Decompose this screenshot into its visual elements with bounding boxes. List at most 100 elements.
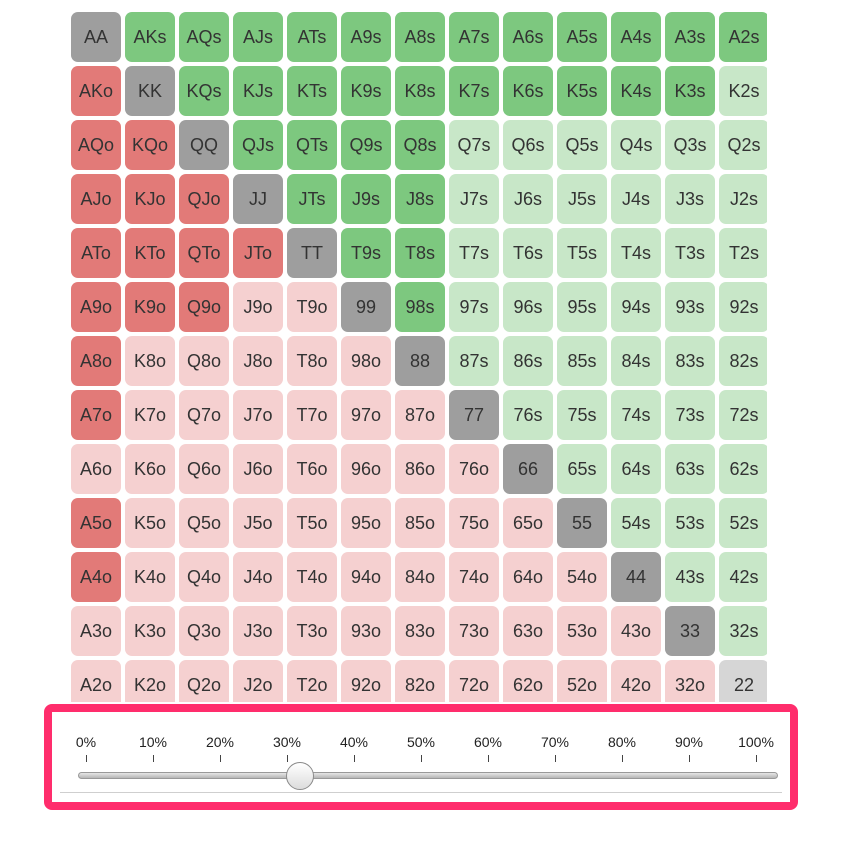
hand-cell-A3s[interactable]: A3s <box>665 12 715 62</box>
hand-cell-62s[interactable]: 62s <box>719 444 767 494</box>
hand-cell-54o[interactable]: 54o <box>557 552 607 602</box>
hand-cell-KQo[interactable]: KQo <box>125 120 175 170</box>
hand-cell-A7s[interactable]: A7s <box>449 12 499 62</box>
hand-cell-94o[interactable]: 94o <box>341 552 391 602</box>
hand-cell-Q5s[interactable]: Q5s <box>557 120 607 170</box>
hand-cell-T8s[interactable]: T8s <box>395 228 445 278</box>
hand-cell-KTs[interactable]: KTs <box>287 66 337 116</box>
hand-cell-AKs[interactable]: AKs <box>125 12 175 62</box>
hand-cell-53o[interactable]: 53o <box>557 606 607 656</box>
hand-cell-ATo[interactable]: ATo <box>71 228 121 278</box>
hand-cell-Q5o[interactable]: Q5o <box>179 498 229 548</box>
hand-cell-42s[interactable]: 42s <box>719 552 767 602</box>
hand-cell-A6o[interactable]: A6o <box>71 444 121 494</box>
hand-cell-K7s[interactable]: K7s <box>449 66 499 116</box>
hand-cell-A5s[interactable]: A5s <box>557 12 607 62</box>
hand-cell-J5o[interactable]: J5o <box>233 498 283 548</box>
hand-cell-AKo[interactable]: AKo <box>71 66 121 116</box>
hand-cell-65s[interactable]: 65s <box>557 444 607 494</box>
hand-cell-87s[interactable]: 87s <box>449 336 499 386</box>
hand-cell-99[interactable]: 99 <box>341 282 391 332</box>
hand-cell-95o[interactable]: 95o <box>341 498 391 548</box>
hand-cell-K9s[interactable]: K9s <box>341 66 391 116</box>
hand-cell-66[interactable]: 66 <box>503 444 553 494</box>
hand-cell-J3o[interactable]: J3o <box>233 606 283 656</box>
hand-cell-K8o[interactable]: K8o <box>125 336 175 386</box>
hand-cell-J7s[interactable]: J7s <box>449 174 499 224</box>
range-slider-thumb[interactable] <box>286 762 315 790</box>
hand-cell-64s[interactable]: 64s <box>611 444 661 494</box>
hand-cell-A3o[interactable]: A3o <box>71 606 121 656</box>
hand-cell-A6s[interactable]: A6s <box>503 12 553 62</box>
hand-cell-96s[interactable]: 96s <box>503 282 553 332</box>
hand-cell-63s[interactable]: 63s <box>665 444 715 494</box>
hand-cell-Q9s[interactable]: Q9s <box>341 120 391 170</box>
hand-cell-A7o[interactable]: A7o <box>71 390 121 440</box>
hand-cell-A5o[interactable]: A5o <box>71 498 121 548</box>
hand-cell-T5s[interactable]: T5s <box>557 228 607 278</box>
hand-cell-85s[interactable]: 85s <box>557 336 607 386</box>
hand-cell-76o[interactable]: 76o <box>449 444 499 494</box>
hand-cell-95s[interactable]: 95s <box>557 282 607 332</box>
hand-cell-Q6s[interactable]: Q6s <box>503 120 553 170</box>
hand-cell-62o[interactable]: 62o <box>503 660 553 702</box>
hand-cell-J3s[interactable]: J3s <box>665 174 715 224</box>
hand-cell-QTo[interactable]: QTo <box>179 228 229 278</box>
hand-cell-K4o[interactable]: K4o <box>125 552 175 602</box>
hand-cell-T4o[interactable]: T4o <box>287 552 337 602</box>
hand-cell-32s[interactable]: 32s <box>719 606 767 656</box>
hand-cell-T7o[interactable]: T7o <box>287 390 337 440</box>
hand-cell-A8s[interactable]: A8s <box>395 12 445 62</box>
hand-cell-T5o[interactable]: T5o <box>287 498 337 548</box>
hand-cell-87o[interactable]: 87o <box>395 390 445 440</box>
hand-cell-83o[interactable]: 83o <box>395 606 445 656</box>
hand-cell-93s[interactable]: 93s <box>665 282 715 332</box>
hand-cell-73s[interactable]: 73s <box>665 390 715 440</box>
hand-cell-92s[interactable]: 92s <box>719 282 767 332</box>
hand-cell-J2o[interactable]: J2o <box>233 660 283 702</box>
hand-cell-75s[interactable]: 75s <box>557 390 607 440</box>
hand-cell-T6s[interactable]: T6s <box>503 228 553 278</box>
hand-cell-82s[interactable]: 82s <box>719 336 767 386</box>
hand-cell-J9s[interactable]: J9s <box>341 174 391 224</box>
hand-cell-53s[interactable]: 53s <box>665 498 715 548</box>
hand-cell-J6o[interactable]: J6o <box>233 444 283 494</box>
hand-cell-Q4s[interactable]: Q4s <box>611 120 661 170</box>
hand-cell-J6s[interactable]: J6s <box>503 174 553 224</box>
hand-cell-J9o[interactable]: J9o <box>233 282 283 332</box>
hand-cell-T9o[interactable]: T9o <box>287 282 337 332</box>
hand-cell-Q7s[interactable]: Q7s <box>449 120 499 170</box>
hand-cell-T2o[interactable]: T2o <box>287 660 337 702</box>
hand-cell-22[interactable]: 22 <box>719 660 767 702</box>
hand-cell-QQ[interactable]: QQ <box>179 120 229 170</box>
hand-cell-K5s[interactable]: K5s <box>557 66 607 116</box>
hand-cell-93o[interactable]: 93o <box>341 606 391 656</box>
hand-cell-J8s[interactable]: J8s <box>395 174 445 224</box>
hand-cell-K6s[interactable]: K6s <box>503 66 553 116</box>
hand-cell-Q9o[interactable]: Q9o <box>179 282 229 332</box>
hand-cell-K4s[interactable]: K4s <box>611 66 661 116</box>
hand-cell-JTo[interactable]: JTo <box>233 228 283 278</box>
hand-cell-82o[interactable]: 82o <box>395 660 445 702</box>
hand-cell-52o[interactable]: 52o <box>557 660 607 702</box>
hand-cell-Q3o[interactable]: Q3o <box>179 606 229 656</box>
hand-cell-T9s[interactable]: T9s <box>341 228 391 278</box>
hand-cell-J7o[interactable]: J7o <box>233 390 283 440</box>
hand-cell-J8o[interactable]: J8o <box>233 336 283 386</box>
hand-cell-JTs[interactable]: JTs <box>287 174 337 224</box>
hand-cell-TT[interactable]: TT <box>287 228 337 278</box>
hand-cell-Q8s[interactable]: Q8s <box>395 120 445 170</box>
hand-cell-K5o[interactable]: K5o <box>125 498 175 548</box>
hand-cell-42o[interactable]: 42o <box>611 660 661 702</box>
hand-cell-83s[interactable]: 83s <box>665 336 715 386</box>
hand-cell-T8o[interactable]: T8o <box>287 336 337 386</box>
hand-cell-92o[interactable]: 92o <box>341 660 391 702</box>
hand-cell-86o[interactable]: 86o <box>395 444 445 494</box>
hand-cell-A4s[interactable]: A4s <box>611 12 661 62</box>
hand-cell-J4s[interactable]: J4s <box>611 174 661 224</box>
hand-cell-KTo[interactable]: KTo <box>125 228 175 278</box>
hand-cell-KK[interactable]: KK <box>125 66 175 116</box>
hand-cell-76s[interactable]: 76s <box>503 390 553 440</box>
hand-cell-97s[interactable]: 97s <box>449 282 499 332</box>
hand-cell-44[interactable]: 44 <box>611 552 661 602</box>
